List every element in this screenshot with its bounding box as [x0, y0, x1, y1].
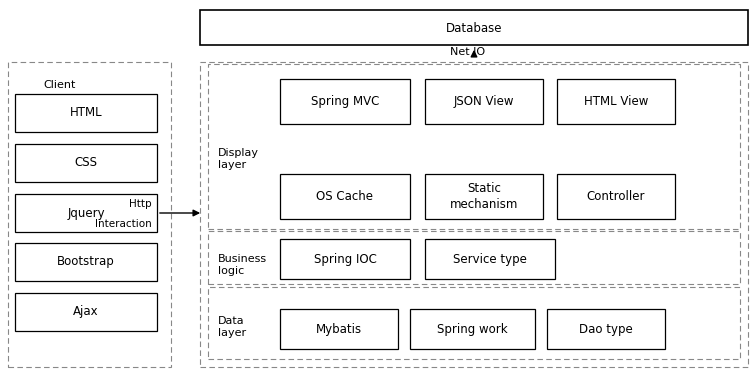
- Bar: [208, 287, 740, 359]
- Text: Spring work: Spring work: [437, 322, 508, 336]
- Text: Http: Http: [129, 199, 152, 209]
- Text: Service type: Service type: [453, 253, 527, 265]
- Text: HTML View: HTML View: [584, 95, 649, 108]
- Text: Bootstrap: Bootstrap: [57, 256, 115, 268]
- Bar: [200, 62, 748, 367]
- Bar: [557, 79, 675, 124]
- Bar: [410, 309, 535, 349]
- Text: Spring MVC: Spring MVC: [311, 95, 379, 108]
- Text: Spring IOC: Spring IOC: [313, 253, 377, 265]
- Text: Mybatis: Mybatis: [316, 322, 362, 336]
- Text: Client: Client: [44, 80, 76, 90]
- Text: Static
mechanism: Static mechanism: [450, 182, 518, 210]
- Bar: [15, 194, 157, 232]
- Bar: [280, 309, 398, 349]
- Bar: [280, 239, 410, 279]
- Text: Display
layer: Display layer: [218, 148, 259, 170]
- Text: Business
logic: Business logic: [218, 254, 267, 276]
- Text: OS Cache: OS Cache: [316, 190, 374, 203]
- Text: Controller: Controller: [587, 190, 646, 203]
- Text: Ajax: Ajax: [73, 305, 99, 319]
- Bar: [8, 62, 171, 367]
- Text: Interaction: Interaction: [95, 219, 152, 229]
- Text: CSS: CSS: [75, 156, 97, 170]
- Bar: [547, 309, 665, 349]
- Bar: [425, 174, 543, 219]
- Text: JSON View: JSON View: [454, 95, 514, 108]
- Bar: [557, 174, 675, 219]
- Text: Jquery: Jquery: [67, 207, 105, 219]
- Bar: [15, 94, 157, 132]
- Text: Dao type: Dao type: [579, 322, 633, 336]
- Bar: [208, 231, 740, 284]
- Bar: [15, 243, 157, 281]
- Bar: [15, 144, 157, 182]
- Bar: [425, 239, 555, 279]
- Bar: [208, 64, 740, 229]
- Bar: [425, 79, 543, 124]
- Bar: [280, 79, 410, 124]
- Bar: [200, 10, 748, 45]
- Text: HTML: HTML: [69, 106, 103, 120]
- Bar: [280, 174, 410, 219]
- Bar: [15, 293, 157, 331]
- Text: Data
layer: Data layer: [218, 316, 246, 338]
- Text: Net IO: Net IO: [451, 47, 485, 57]
- Text: Database: Database: [445, 21, 502, 35]
